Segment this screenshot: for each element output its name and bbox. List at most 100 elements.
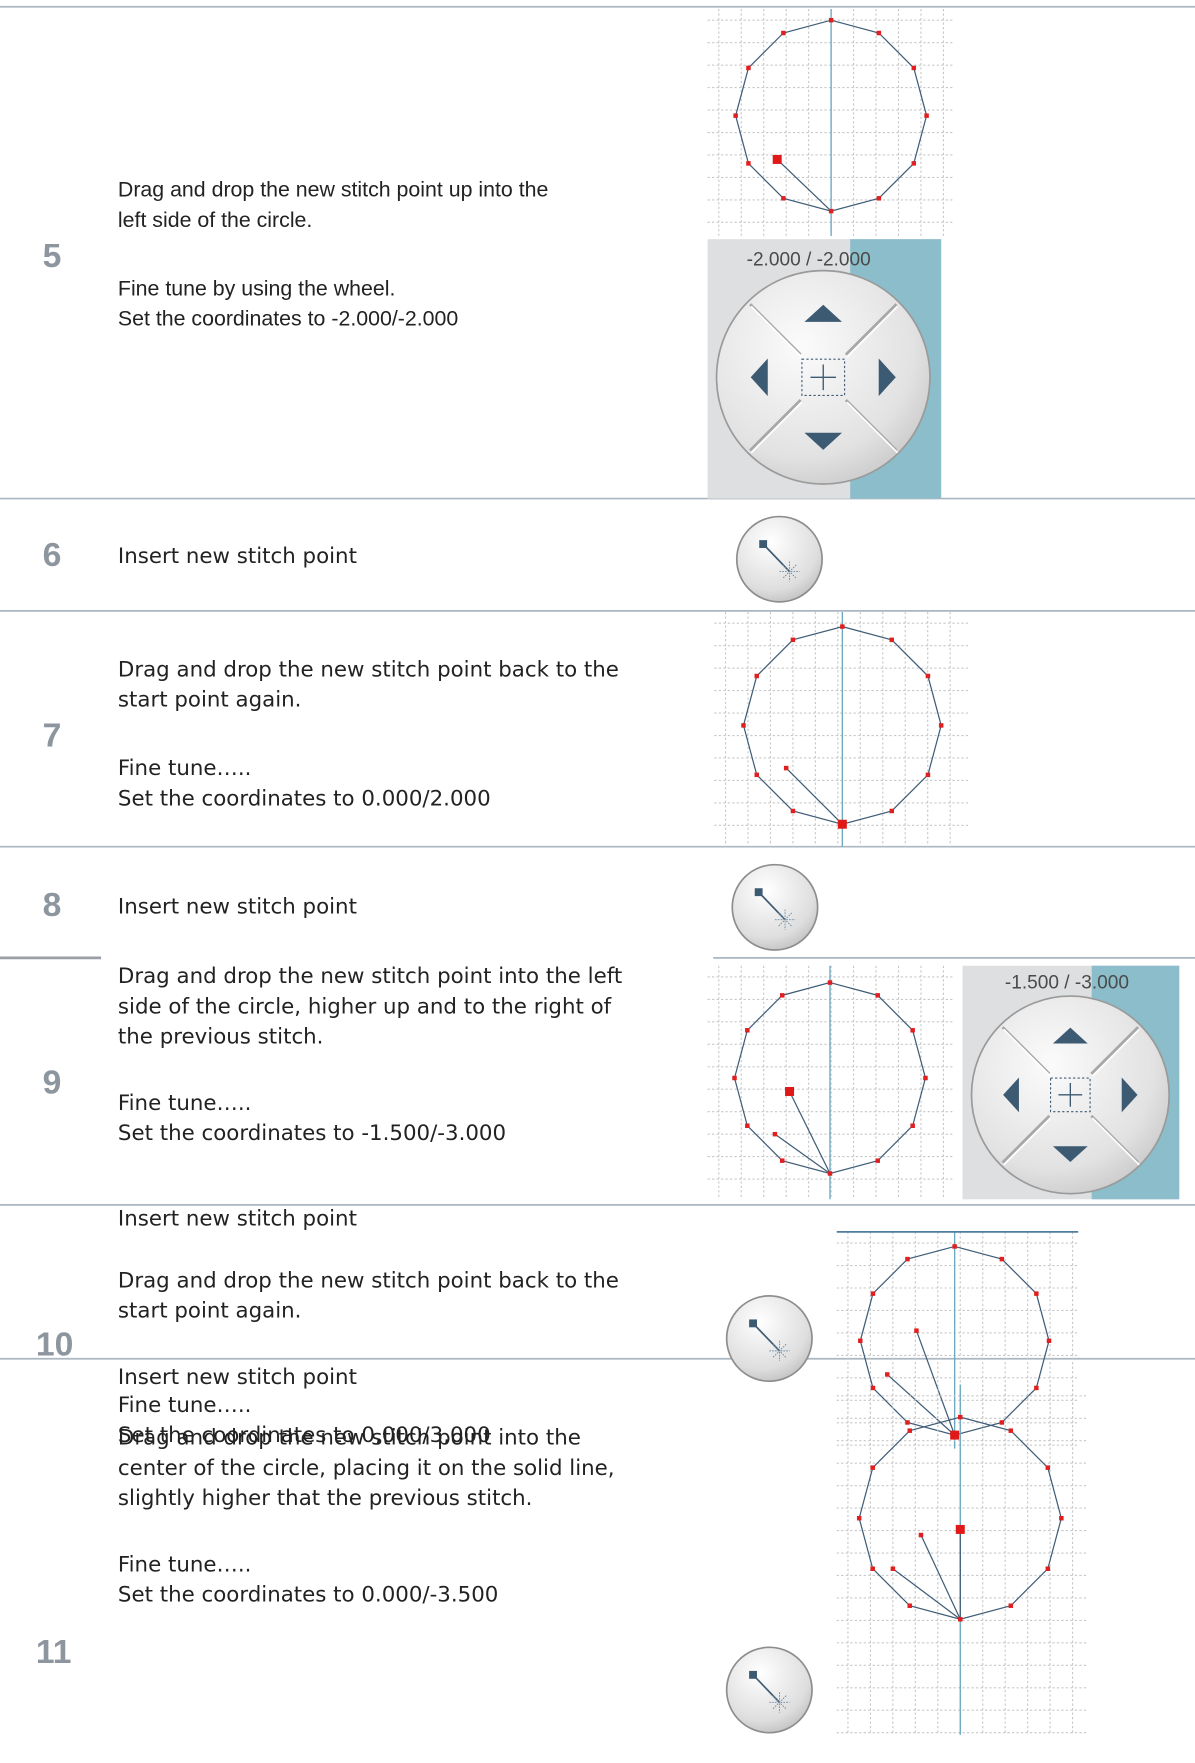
stitch-point (1059, 1516, 1063, 1520)
stitch-point (781, 196, 785, 200)
stitch-point (858, 1339, 862, 1343)
stitch-point (905, 1420, 909, 1424)
stitch-point (871, 1291, 875, 1295)
selected-point (950, 1431, 959, 1440)
instruction-line: slightly higher that the previous stitch… (118, 1486, 533, 1511)
button-face (727, 1296, 812, 1381)
icon-square (755, 888, 763, 896)
stitch-point (939, 723, 943, 727)
button-face (737, 517, 822, 602)
stitch-point (791, 809, 795, 813)
stitch-point (877, 31, 881, 35)
instruction-line: Fine tune by using the wheel. (118, 276, 395, 300)
stitch-point (780, 993, 784, 997)
stitch-line (790, 1091, 830, 1173)
stitch-point (1034, 1386, 1038, 1390)
insert-stitch-button[interactable] (727, 1647, 812, 1732)
navigation-wheel: -1.500 / -3.000 (963, 966, 1180, 1200)
stitch-point (870, 1566, 874, 1570)
stitch-point (745, 1123, 749, 1127)
insert-stitch-button[interactable] (732, 865, 817, 950)
stitch-line (786, 768, 842, 824)
instruction-line: start point again. (118, 1299, 302, 1324)
stitch-point (780, 1158, 784, 1162)
step-number: 8 (43, 887, 62, 924)
stitch-point (745, 1028, 749, 1032)
stitch-line (916, 1331, 954, 1435)
instruction-line: Insert new stitch point (118, 894, 357, 919)
instruction-line: the previous stitch. (118, 1025, 324, 1050)
stitch-point (791, 638, 795, 642)
stitch-point (1000, 1420, 1004, 1424)
stitch-point (890, 638, 894, 642)
step-number: 10 (36, 1326, 73, 1363)
stitch-point (857, 1516, 861, 1520)
selected-point (956, 1525, 965, 1534)
step-number: 6 (43, 537, 62, 574)
stitch-point (910, 1028, 914, 1032)
stitch-point (746, 66, 750, 70)
stitch-point (907, 1428, 911, 1432)
stitch-point (914, 1328, 918, 1332)
stitch-point (829, 209, 833, 213)
stitch-point (875, 993, 879, 997)
stitch-point (885, 1372, 889, 1376)
stitch-point (890, 809, 894, 813)
stitch-point (781, 31, 785, 35)
stitch-point (875, 1158, 879, 1162)
stitch-diagram (714, 612, 970, 847)
instruction-line: Insert new stitch point (118, 1207, 357, 1232)
stitch-point (1046, 1465, 1050, 1469)
stitch-line (921, 1535, 960, 1619)
stitch-diagram (708, 966, 955, 1200)
insert-stitch-button[interactable] (727, 1296, 812, 1381)
stitch-point (905, 1257, 909, 1261)
selected-point (838, 820, 847, 829)
stitch-point (733, 113, 737, 117)
stitch-point (741, 723, 745, 727)
stitch-point (912, 161, 916, 165)
stitch-line (775, 1134, 830, 1173)
instruction-line: Insert new stitch point (118, 544, 357, 569)
stitch-point (755, 773, 759, 777)
step-number: 9 (43, 1065, 62, 1102)
stitch-point (1047, 1339, 1051, 1343)
icon-square (749, 1319, 757, 1327)
stitch-point (958, 1415, 962, 1419)
icon-square (749, 1671, 757, 1679)
stitch-point (891, 1566, 895, 1570)
instruction-line: Set the coordinates to -2.000/-2.000 (118, 307, 458, 331)
stitch-point (923, 1076, 927, 1080)
instruction-line: Fine tune….. (118, 1552, 251, 1577)
instruction-line: Set the coordinates to -1.500/-3.000 (118, 1121, 506, 1146)
instruction-line: center of the circle, placing it on the … (118, 1456, 615, 1481)
button-face (732, 865, 817, 950)
stitch-point (926, 674, 930, 678)
stitch-point (1009, 1428, 1013, 1432)
stitch-point (871, 1386, 875, 1390)
instruction-line: side of the circle, higher up and to the… (118, 994, 612, 1019)
stitch-point (746, 161, 750, 165)
stitch-point (952, 1244, 956, 1248)
stitch-point (755, 674, 759, 678)
stitch-point (907, 1603, 911, 1607)
stitch-point (1000, 1257, 1004, 1261)
stitch-point (784, 766, 788, 770)
stitch-point (1046, 1566, 1050, 1570)
instruction-line: Set the coordinates to 0.000/-3.500 (118, 1583, 498, 1608)
icon-square (759, 540, 767, 548)
instruction-line: Drag and drop the new stitch point into … (118, 964, 622, 989)
page: 5Drag and drop the new stitch point up i… (0, 0, 1195, 1763)
navigation-wheel: -2.000 / -2.000 (708, 239, 942, 498)
insert-stitch-button[interactable] (737, 517, 822, 602)
instruction-line: start point again. (118, 688, 302, 713)
instruction-line: Fine tune….. (118, 1393, 251, 1418)
stitch-point (958, 1617, 962, 1621)
button-face (727, 1647, 812, 1732)
instruction-line: Drag and drop the new stitch point into … (118, 1425, 581, 1450)
stitch-point (828, 1171, 832, 1175)
step-number: 11 (36, 1634, 72, 1671)
stitch-point (1009, 1603, 1013, 1607)
stitch-point (877, 196, 881, 200)
stitch-point (1034, 1291, 1038, 1295)
